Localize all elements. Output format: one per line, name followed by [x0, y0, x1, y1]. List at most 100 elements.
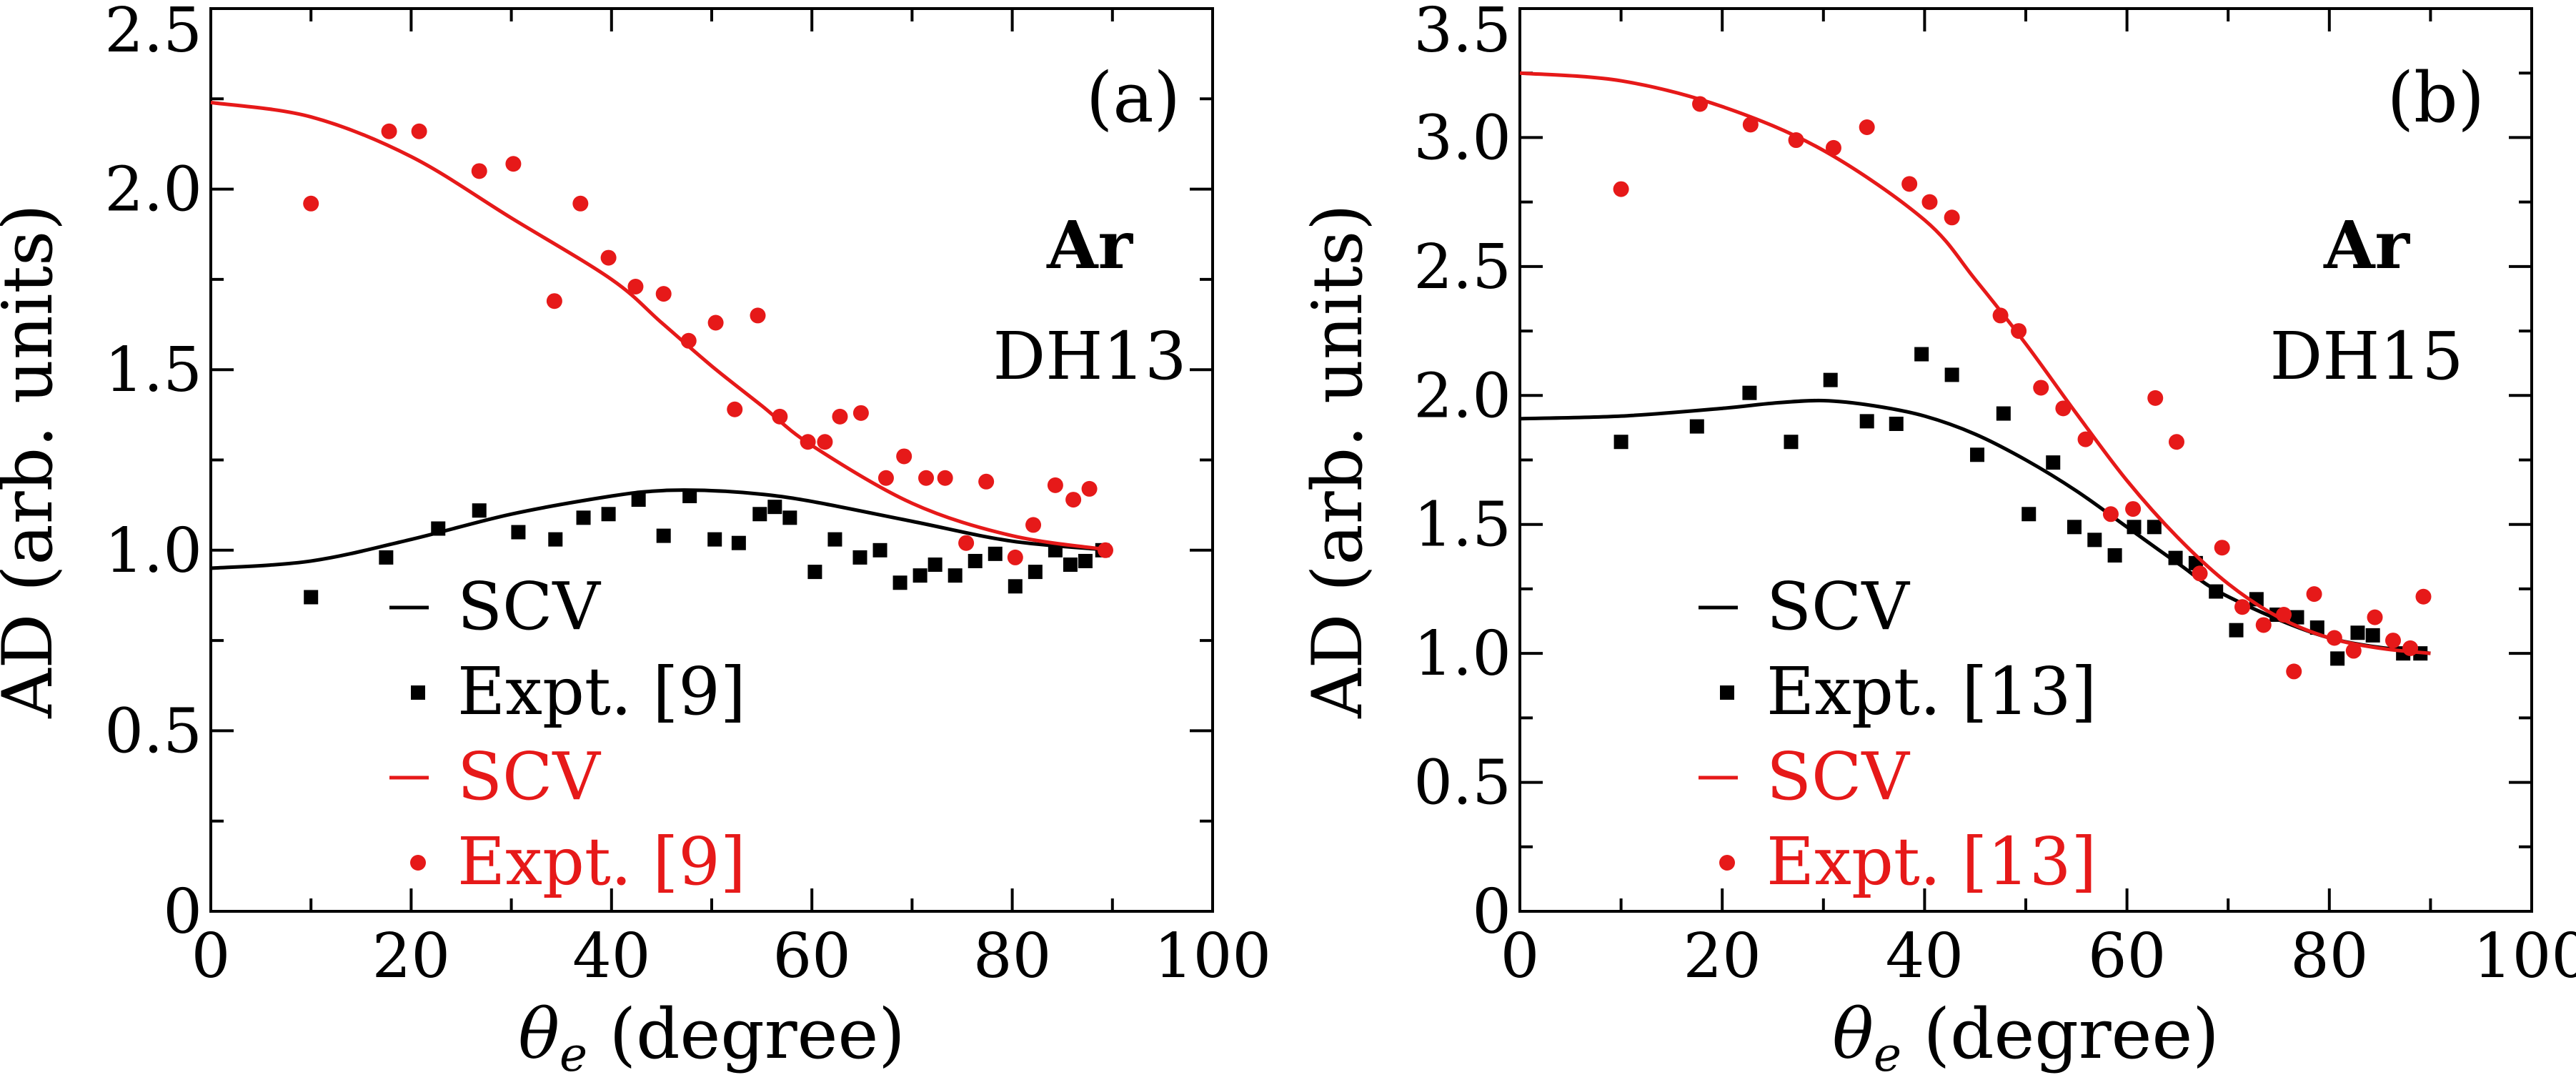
data-point-square	[472, 503, 487, 518]
data-point-square	[767, 500, 782, 515]
data-point-circle	[1047, 477, 1063, 493]
legend-label: SCV	[1766, 738, 1910, 815]
y-tick-label: 3.5	[1413, 0, 1511, 66]
x-axis-label-symbol-a: θ	[518, 994, 560, 1074]
data-point-circle	[2345, 643, 2362, 659]
data-point-circle	[2033, 380, 2049, 396]
data-point-square	[379, 550, 394, 565]
y-tick-label: 2.5	[104, 0, 202, 66]
data-point-square	[1914, 347, 1929, 362]
data-point-circle	[2125, 501, 2142, 517]
data-point-circle	[471, 163, 487, 179]
red-scv-curve	[1519, 71, 2431, 655]
data-point-circle	[958, 535, 975, 551]
legend-circle-marker	[1719, 855, 1735, 871]
legend-label: Expt. [9]	[457, 823, 746, 900]
data-point-square	[731, 535, 746, 550]
x-axis-label-unit-a: (degree)	[587, 994, 905, 1074]
data-point-circle	[2367, 609, 2383, 625]
data-point-circle	[655, 286, 672, 302]
data-point-circle	[772, 408, 788, 425]
x-tick-label: 100	[2473, 921, 2576, 992]
data-point-circle	[2286, 663, 2302, 680]
series-a	[210, 100, 1113, 605]
data-point-square	[1742, 385, 1757, 400]
data-point-circle	[1944, 209, 1960, 226]
legend-b: SCV Expt. [13] SCV Expt. [13]	[1699, 568, 2097, 900]
data-point-circle	[2385, 633, 2402, 649]
data-point-square	[2046, 455, 2061, 470]
panel-a: 0 20 40 60 80 100 0 0.5 1.0 1.5 2.0 2.5 (a) Ar DH1…	[0, 0, 1271, 1082]
data-point-square	[807, 565, 822, 580]
data-point-circle	[2147, 390, 2164, 406]
data-point-circle	[2168, 434, 2184, 450]
x-tick-label: 80	[2290, 921, 2368, 992]
data-point-square	[2067, 520, 2082, 535]
data-point-square	[1689, 419, 1704, 434]
black-scv-curve	[1519, 398, 2431, 655]
y-tick-label: 0	[1472, 876, 1511, 948]
data-point-circle	[572, 195, 589, 212]
y-tick-labels-a: 0 0.5 1.0 1.5 2.0 2.5	[104, 0, 202, 948]
data-point-circle	[680, 332, 697, 349]
data-point-square	[752, 507, 767, 522]
data-point-square	[782, 510, 797, 525]
panel-label-b: (b)	[2387, 58, 2485, 138]
data-point-circle	[817, 434, 833, 450]
x-tick-label: 80	[973, 921, 1051, 992]
x-tick-label: 40	[572, 921, 650, 992]
y-tick-label: 1.5	[1413, 490, 1511, 561]
data-point-circle	[1992, 307, 2009, 324]
data-point-circle	[1692, 96, 1709, 112]
x-tick-label: 100	[1154, 921, 1271, 992]
y-tick-label: 1.0	[1413, 618, 1511, 690]
data-point-circle	[505, 156, 522, 172]
y-axis-label-a: AD (arb. units)	[0, 204, 68, 719]
data-point-circle	[800, 434, 816, 450]
y-tick-label: 2.5	[1413, 232, 1511, 303]
legend-label: SCV	[457, 568, 601, 645]
data-point-circle	[1007, 549, 1023, 565]
data-point-circle	[2214, 540, 2230, 556]
data-point-square	[2087, 532, 2102, 548]
data-point-circle	[707, 314, 724, 331]
data-point-square	[1008, 579, 1023, 594]
data-point-circle	[2326, 630, 2342, 646]
x-axis-label-unit-b: (degree)	[1901, 994, 2219, 1074]
legend-label: Expt. [9]	[457, 653, 746, 730]
data-point-circle	[750, 307, 766, 324]
data-point-square	[548, 532, 563, 547]
subtitle-b: DH15	[2269, 318, 2463, 395]
legend-square-marker	[411, 685, 425, 700]
element-label-a: Ar	[1046, 207, 1133, 284]
data-point-square	[431, 521, 446, 536]
x-axis-label-symbol-b: θ	[1832, 994, 1874, 1074]
subtitle-a: DH13	[993, 318, 1186, 395]
legend-circle-marker	[410, 855, 426, 871]
x-axis-label-subscript-a: e	[560, 1027, 587, 1082]
data-point-square	[304, 590, 319, 605]
data-point-square	[2107, 548, 2122, 563]
data-point-square	[892, 575, 907, 590]
x-tick-label: 20	[372, 921, 450, 992]
data-point-circle	[2234, 599, 2251, 615]
data-point-circle	[1613, 181, 1629, 197]
data-point-circle	[1025, 517, 1042, 533]
data-point-circle	[546, 293, 562, 309]
data-point-circle	[2306, 586, 2322, 603]
plot-frame-a	[209, 7, 1214, 913]
data-point-square	[707, 532, 722, 547]
data-point-square	[1048, 542, 1063, 558]
data-point-circle	[411, 123, 427, 139]
data-point-circle	[2415, 588, 2432, 605]
data-point-square	[2289, 610, 2304, 625]
data-point-square	[2365, 628, 2380, 643]
x-tick-label: 60	[772, 921, 850, 992]
data-point-circle	[1859, 119, 1875, 135]
data-point-circle	[832, 408, 848, 425]
data-point-square	[682, 489, 697, 504]
data-point-square	[656, 528, 671, 543]
data-point-square	[2229, 623, 2244, 638]
data-point-square	[1944, 367, 1959, 382]
